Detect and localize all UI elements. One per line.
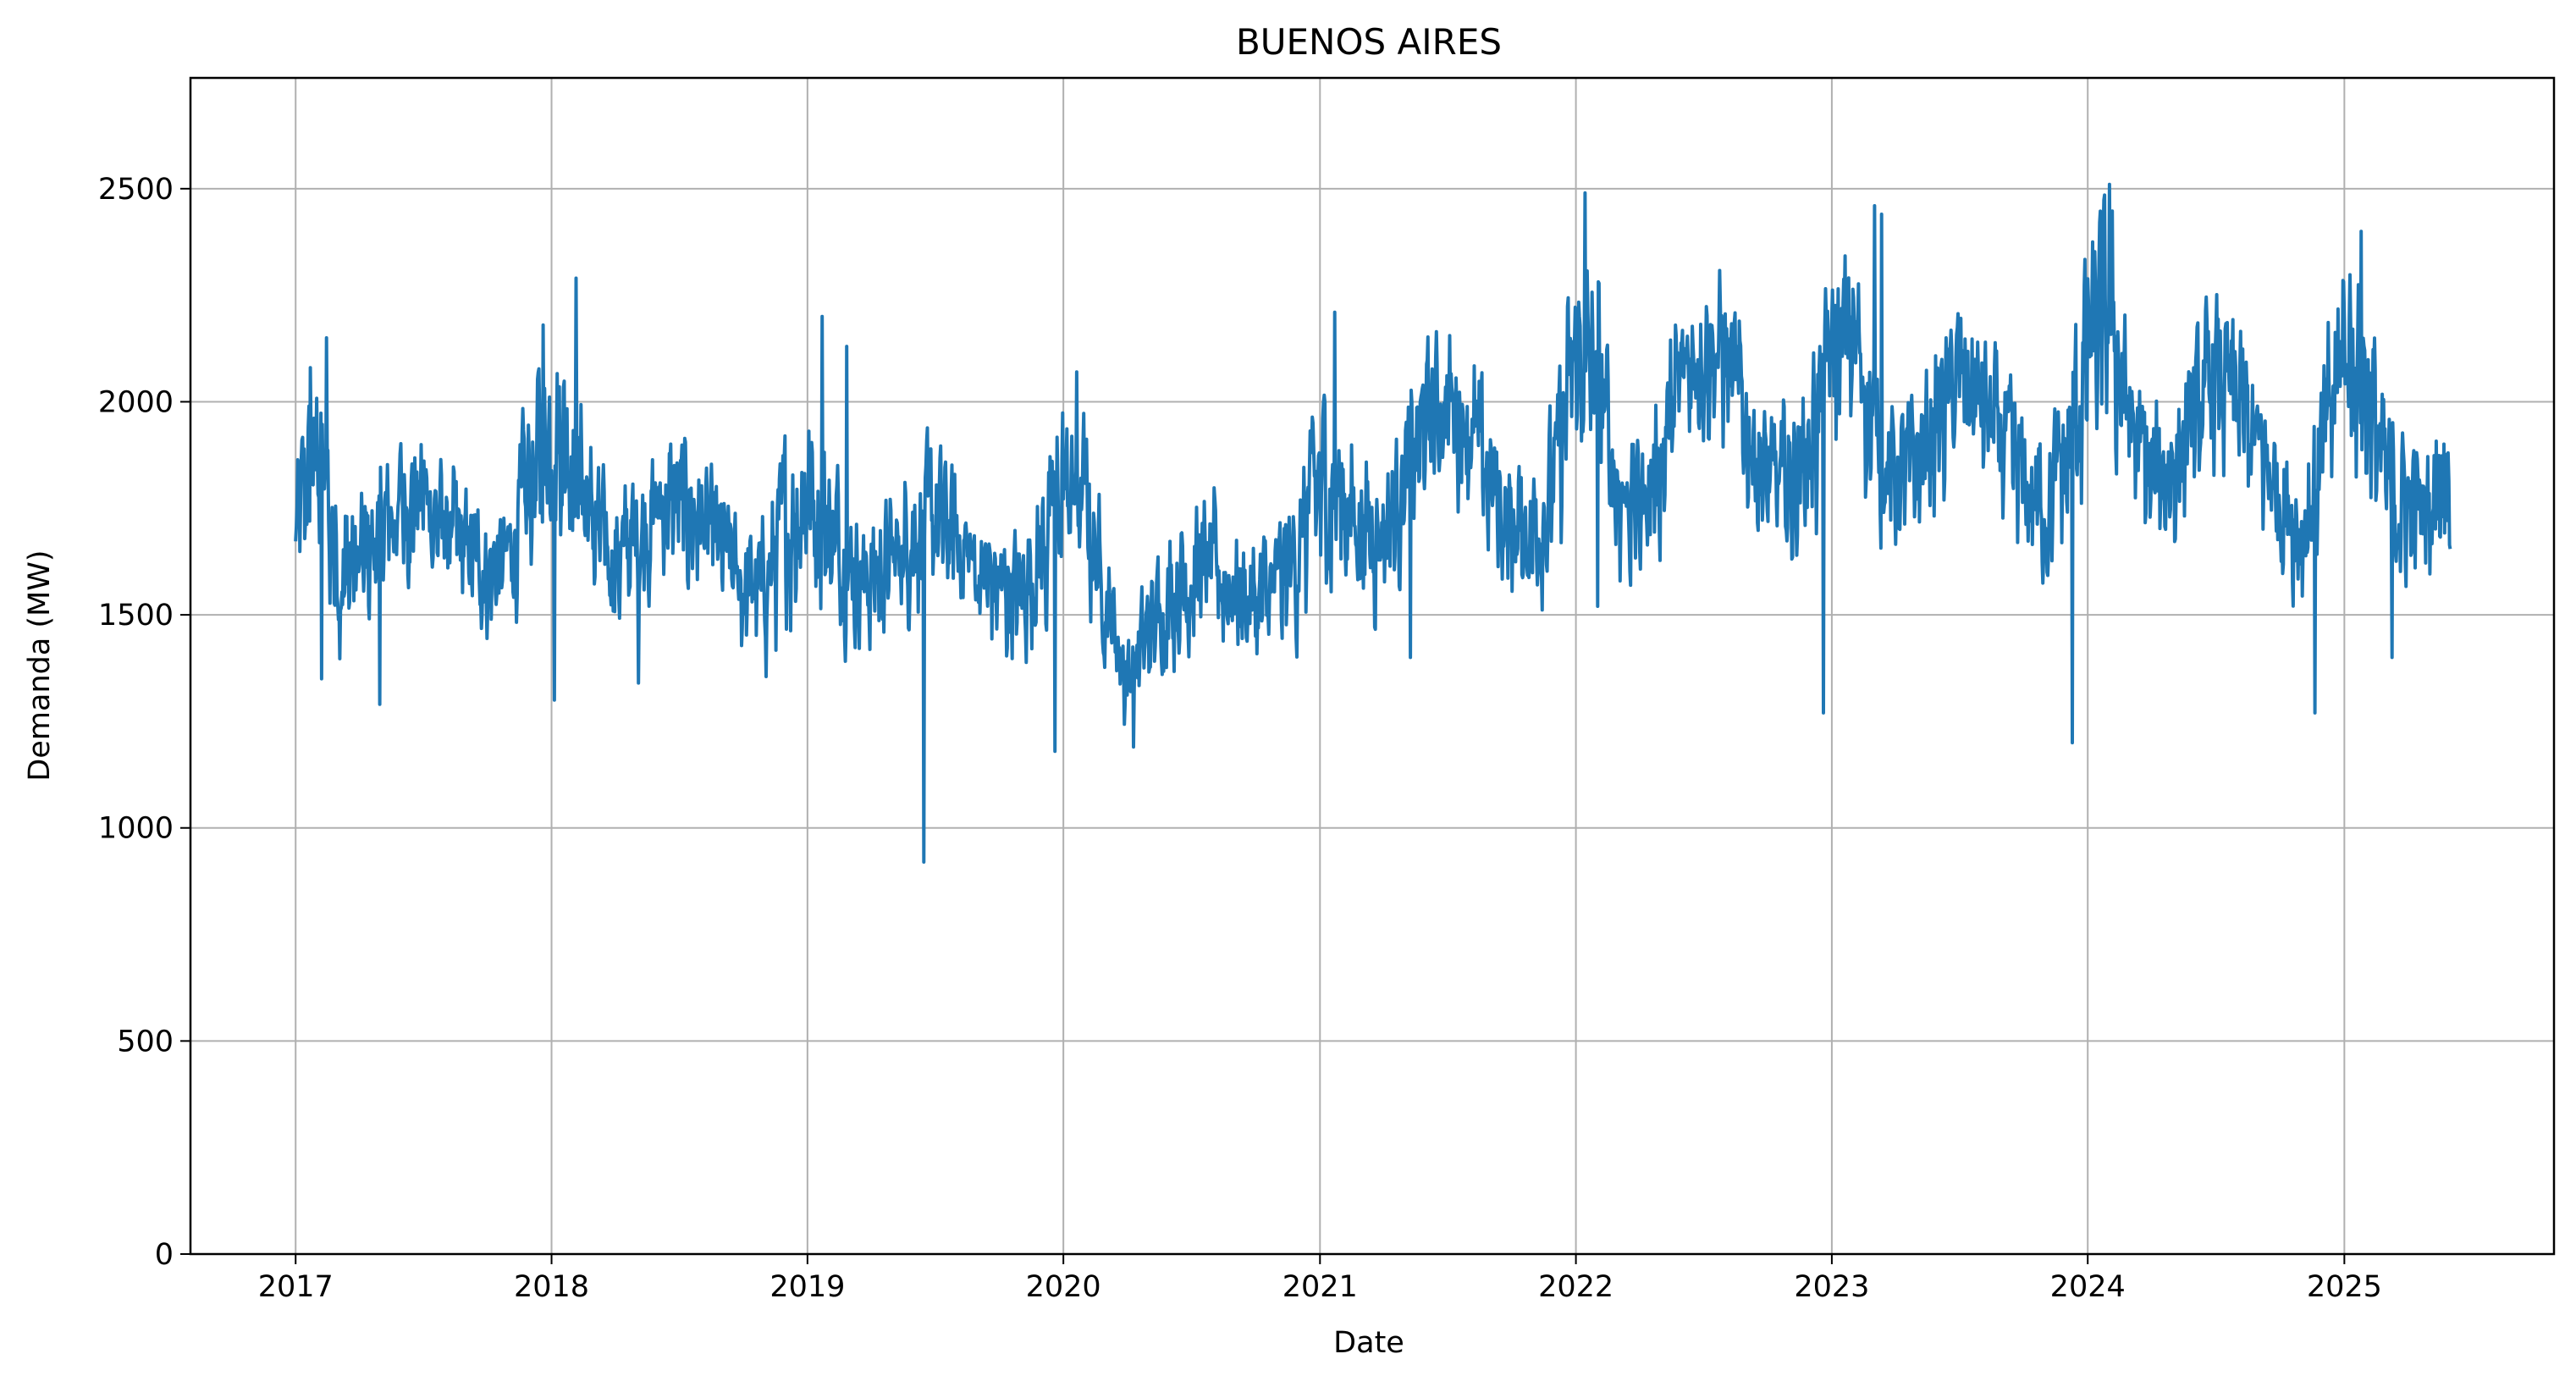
x-tick-label: 2022: [1538, 1270, 1613, 1304]
x-tick-label: 2018: [514, 1270, 589, 1304]
x-tick-label: 2017: [258, 1270, 334, 1304]
y-axis-label: Demanda (MW): [23, 550, 57, 781]
ticks: 2017 2018 2019 2020 2021 2022 2023 2024 2025 0 500…: [98, 173, 2382, 1304]
x-tick-label: 2023: [1794, 1270, 1869, 1304]
y-tick-label: 2500: [98, 173, 174, 207]
y-tick-label: 0: [155, 1238, 174, 1272]
y-tick-label: 2000: [98, 385, 174, 419]
y-tick-label: 1500: [98, 599, 174, 633]
y-tick-label: 500: [117, 1025, 174, 1058]
x-tick-label: 2020: [1026, 1270, 1101, 1304]
demand-series-line: [294, 182, 2452, 864]
x-tick-label: 2021: [1282, 1270, 1358, 1304]
chart-title: BUENOS AIRES: [1236, 21, 1502, 63]
grid: [190, 78, 2554, 1255]
x-tick-label: 2025: [2307, 1270, 2382, 1304]
plot-frame: [189, 76, 2556, 1256]
x-axis-label: Date: [1333, 1326, 1404, 1360]
x-tick-label: 2019: [769, 1270, 845, 1304]
x-tick-label: 2024: [2050, 1270, 2126, 1304]
y-tick-label: 1000: [98, 812, 174, 846]
series-layer: [294, 182, 2452, 864]
